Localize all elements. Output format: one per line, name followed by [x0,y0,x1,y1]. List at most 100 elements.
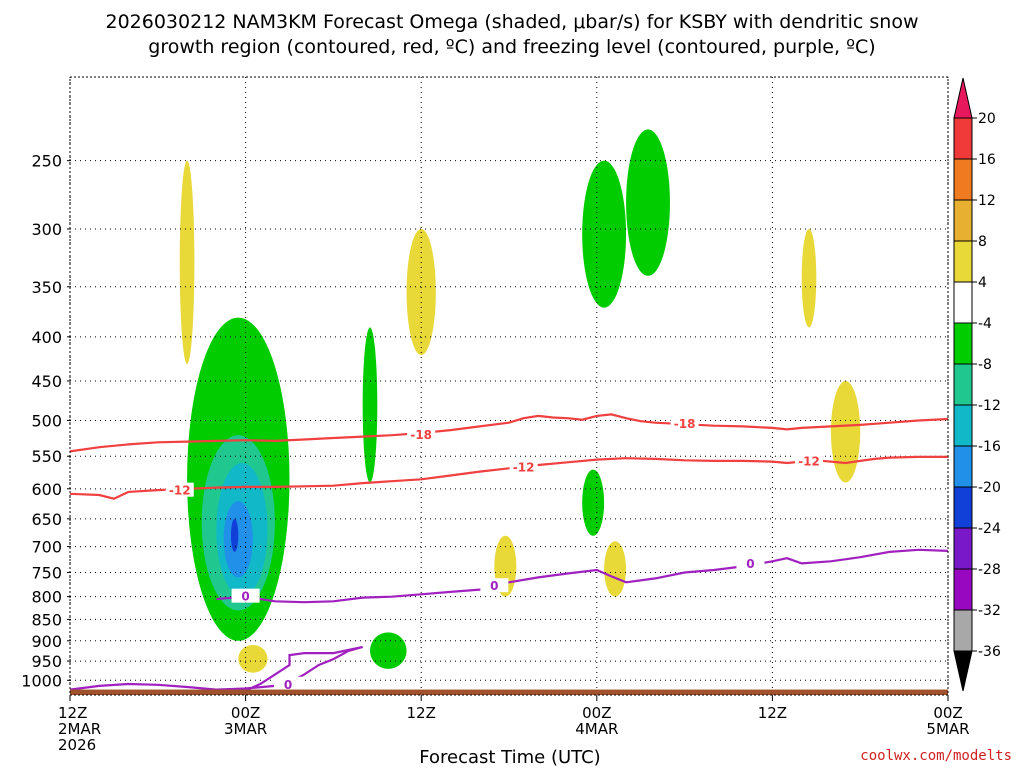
contour-label: 0 [284,678,292,692]
colorbar-segment [953,199,973,242]
y-tick-label: 1000 [21,671,62,690]
colorbar-label: -28 [978,562,1001,578]
colorbar-segment [953,609,973,652]
terrain-band [70,689,948,695]
colorbar-segment [953,322,973,365]
colorbar: 20 16 12 8 4 -4 -8 -12 -16 -20 -24 -28 -32 -36 [953,77,1001,692]
colorbar-segment [953,117,973,160]
contour-label-bg [670,416,699,431]
x-tick-label: 4MAR [575,720,618,738]
colorbar-segment [953,527,973,570]
y-tick-label: 450 [31,372,62,391]
y-tick-label: 650 [31,510,62,529]
y-tick-label: 850 [31,610,62,629]
colorbar-label: -24 [978,521,1001,537]
colorbar-label: -4 [978,316,992,332]
contour-label-bg [231,588,260,603]
x-tick-label: 12Z [758,704,787,722]
omega-region [830,380,861,483]
contour-label-bg [274,676,303,691]
contour-label: 0 [746,557,754,571]
x-tick-label: 00Z [933,704,962,722]
y-tick-label: 600 [31,480,62,499]
omega-region [230,518,239,552]
contour-label: -12 [798,455,820,469]
colorbar-label: -32 [978,603,1001,619]
contour-label-bg [794,453,823,468]
contour-label: -18 [410,428,432,442]
colorbar-top-arrow [953,77,973,119]
colorbar-label: 8 [978,234,987,250]
y-tick-label: 500 [31,411,62,430]
omega-shading [179,129,861,673]
y-tick-label: 300 [31,220,62,239]
colorbar-label: 4 [978,275,987,291]
omega-region [238,644,268,673]
pressure-axis: 250 300 350 400 450 500 550 600 650 700 750 800 850 9… [21,152,70,690]
colorbar-label: -12 [978,398,1001,414]
omega-region [369,632,407,669]
omega-region [801,228,817,328]
omega-region [582,469,605,536]
chart-title-line1: 2026030212 NAM3KM Forecast Omega (shaded… [105,11,918,33]
contour-label-bg [509,459,538,474]
colorbar-segment [953,404,973,447]
colorbar-label: -20 [978,480,1001,496]
contour-label-bg [407,427,436,442]
credit-text: coolwx.com/modelts [860,748,1012,764]
y-tick-label: 700 [31,538,62,557]
x-tick-label: 00Z [582,704,611,722]
y-tick-label: 550 [31,447,62,466]
x-tick-label: 12Z [58,704,87,722]
y-tick-label: 400 [31,328,62,347]
omega-region [582,160,627,308]
contour-label: -12 [169,484,191,498]
y-tick-label: 900 [31,632,62,651]
y-tick-label: 350 [31,278,62,297]
contour-label: 0 [241,590,249,604]
x-tick-label: 3MAR [224,720,267,738]
contour-line [69,455,948,500]
x-axis-label: Forecast Time (UTC) [419,747,600,768]
x-tick-label: 2026 [58,736,96,754]
contour-label: -12 [513,461,535,475]
omega-region [223,501,253,578]
omega-region [179,160,195,364]
contour-label: -18 [674,417,696,431]
contour-label-bg [736,555,765,570]
colorbar-label: -36 [978,644,1001,660]
omega-region [626,129,670,276]
colorbar-label: 20 [978,111,996,127]
x-tick-label: 12Z [407,704,436,722]
x-tick-label: 5MAR [926,720,969,738]
colorbar-segment [953,158,973,201]
colorbar-segment [953,445,973,488]
colorbar-segment [953,281,973,324]
y-tick-label: 250 [31,152,62,171]
colorbar-label: -8 [978,357,992,373]
x-tick-label: 00Z [231,704,260,722]
y-tick-label: 800 [31,588,62,607]
contour-label-bg [165,482,194,497]
y-tick-label: 750 [31,563,62,582]
y-tick-label: 950 [31,652,62,671]
colorbar-bottom-arrow [953,650,973,692]
temperature-contours: -18 -18 -12 -12 -12 0 0 0 0 [69,413,949,692]
contour-line [69,645,363,692]
colorbar-segment [953,568,973,611]
colorbar-segment [953,363,973,406]
contour-label-bg [480,578,509,593]
colorbar-label: 12 [978,193,996,209]
colorbar-label: 16 [978,152,996,168]
contour-label: 0 [490,579,498,593]
colorbar-label: -16 [978,439,1001,455]
omega-region [362,327,378,483]
contour-line [69,413,949,453]
omega-region [604,541,627,597]
terrain-fill [70,689,948,695]
colorbar-segment [953,486,973,529]
chart-title-line2: growth region (contoured, red, ºC) and f… [148,36,875,58]
colorbar-segment [953,240,973,283]
